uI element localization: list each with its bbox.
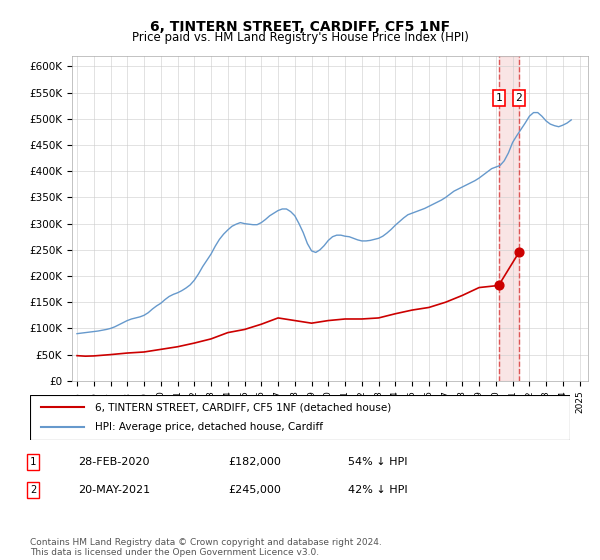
Text: 1: 1	[495, 93, 502, 103]
Bar	[499, 56, 519, 381]
Text: HPI: Average price, detached house, Cardiff: HPI: Average price, detached house, Card…	[95, 422, 323, 432]
Text: 28-FEB-2020: 28-FEB-2020	[78, 457, 149, 467]
FancyBboxPatch shape	[30, 395, 570, 440]
Text: 54% ↓ HPI: 54% ↓ HPI	[348, 457, 407, 467]
Text: 42% ↓ HPI: 42% ↓ HPI	[348, 485, 407, 495]
Point	[494, 281, 503, 290]
Text: 2: 2	[30, 485, 36, 495]
Text: 2: 2	[515, 93, 522, 103]
Text: 20-MAY-2021: 20-MAY-2021	[78, 485, 150, 495]
Point	[514, 248, 524, 257]
Text: Contains HM Land Registry data © Crown copyright and database right 2024.
This d: Contains HM Land Registry data © Crown c…	[30, 538, 382, 557]
Text: £245,000: £245,000	[228, 485, 281, 495]
Text: Price paid vs. HM Land Registry's House Price Index (HPI): Price paid vs. HM Land Registry's House …	[131, 31, 469, 44]
Text: £182,000: £182,000	[228, 457, 281, 467]
Text: 6, TINTERN STREET, CARDIFF, CF5 1NF: 6, TINTERN STREET, CARDIFF, CF5 1NF	[150, 20, 450, 34]
Text: 1: 1	[30, 457, 36, 467]
Text: 6, TINTERN STREET, CARDIFF, CF5 1NF (detached house): 6, TINTERN STREET, CARDIFF, CF5 1NF (det…	[95, 402, 391, 412]
